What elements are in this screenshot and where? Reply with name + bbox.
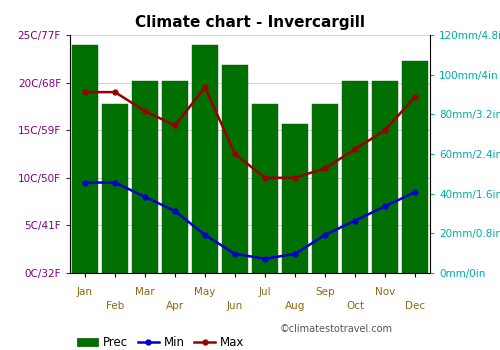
Text: Mar: Mar bbox=[135, 287, 155, 297]
Bar bbox=[102, 104, 128, 273]
Legend: Prec, Min, Max: Prec, Min, Max bbox=[72, 331, 249, 350]
Bar bbox=[342, 80, 368, 273]
Text: Sep: Sep bbox=[315, 287, 335, 297]
Bar bbox=[402, 61, 428, 273]
Text: Feb: Feb bbox=[106, 301, 124, 311]
Bar bbox=[282, 124, 308, 273]
Bar bbox=[162, 80, 188, 273]
Bar bbox=[372, 80, 398, 273]
Bar bbox=[132, 80, 158, 273]
Bar bbox=[192, 45, 218, 273]
Text: Jun: Jun bbox=[227, 301, 243, 311]
Title: Climate chart - Invercargill: Climate chart - Invercargill bbox=[135, 15, 365, 30]
Bar bbox=[72, 45, 98, 273]
Text: Nov: Nov bbox=[375, 287, 395, 297]
Text: Oct: Oct bbox=[346, 301, 364, 311]
Text: ©climatestotravel.com: ©climatestotravel.com bbox=[280, 324, 393, 334]
Text: Jan: Jan bbox=[77, 287, 93, 297]
Bar bbox=[252, 104, 278, 273]
Text: Apr: Apr bbox=[166, 301, 184, 311]
Text: Jul: Jul bbox=[258, 287, 272, 297]
Text: Dec: Dec bbox=[405, 301, 425, 311]
Text: Aug: Aug bbox=[285, 301, 305, 311]
Bar bbox=[222, 65, 248, 273]
Text: May: May bbox=[194, 287, 216, 297]
Bar bbox=[312, 104, 338, 273]
